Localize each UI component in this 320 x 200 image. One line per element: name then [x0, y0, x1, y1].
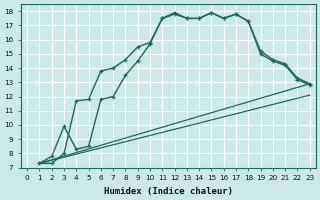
- X-axis label: Humidex (Indice chaleur): Humidex (Indice chaleur): [104, 187, 233, 196]
